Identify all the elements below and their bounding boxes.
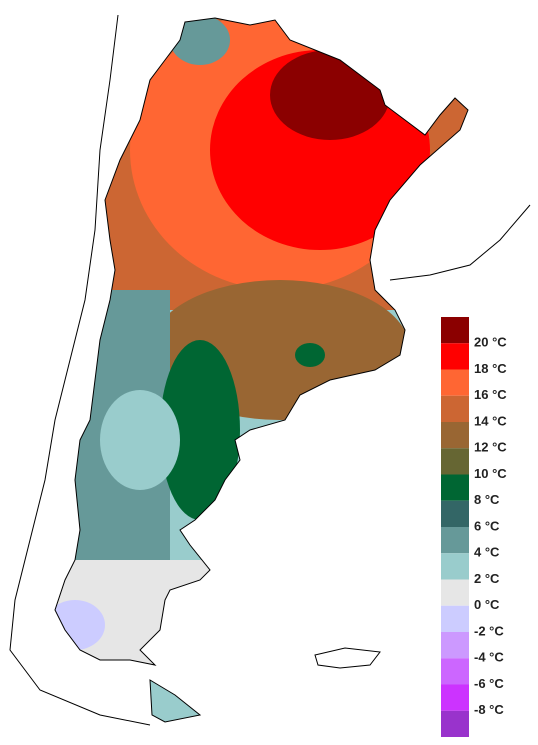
legend-label: 14 °C	[474, 413, 507, 428]
chile-border	[9, 14, 151, 726]
legend-label: 18 °C	[474, 361, 507, 376]
legend-label: 20 °C	[474, 335, 507, 350]
legend-swatch	[441, 553, 469, 580]
legend-swatch	[441, 527, 469, 554]
argentina-border	[54, 17, 469, 666]
legend-label: 12 °C	[474, 440, 507, 455]
legend-swatch	[441, 684, 469, 711]
legend-swatch	[441, 579, 469, 606]
legend-label: 4 °C	[474, 545, 500, 560]
legend: 20 °C 18 °C 16 °C 14 °C 12 °C 10 °C 8 °C 6 °C 4 …	[441, 317, 507, 737]
legend-swatch	[441, 710, 469, 737]
legend-swatch	[441, 500, 469, 527]
legend-label: 16 °C	[474, 387, 507, 402]
legend-swatch	[441, 343, 469, 370]
legend-swatch	[441, 474, 469, 501]
legend-swatch	[441, 658, 469, 685]
legend-swatch	[441, 395, 469, 422]
uruguay-coast	[389, 204, 531, 281]
legend-label: 6 °C	[474, 518, 500, 533]
legend-swatch	[441, 317, 469, 344]
legend-label: 8 °C	[474, 492, 500, 507]
legend-label: 2 °C	[474, 571, 500, 586]
tierra-del-fuego	[149, 679, 202, 723]
legend-swatch	[441, 605, 469, 632]
legend-swatch	[441, 422, 469, 449]
islands	[314, 647, 381, 669]
legend-swatch	[441, 369, 469, 396]
legend-label: -4 °C	[474, 650, 504, 665]
legend-label: 10 °C	[474, 466, 507, 481]
legend-swatch	[441, 448, 469, 475]
legend-label: -8 °C	[474, 702, 504, 717]
legend-swatch	[441, 632, 469, 659]
legend-label: -2 °C	[474, 623, 504, 638]
legend-label: -6 °C	[474, 676, 504, 691]
legend-label: 0 °C	[474, 597, 500, 612]
